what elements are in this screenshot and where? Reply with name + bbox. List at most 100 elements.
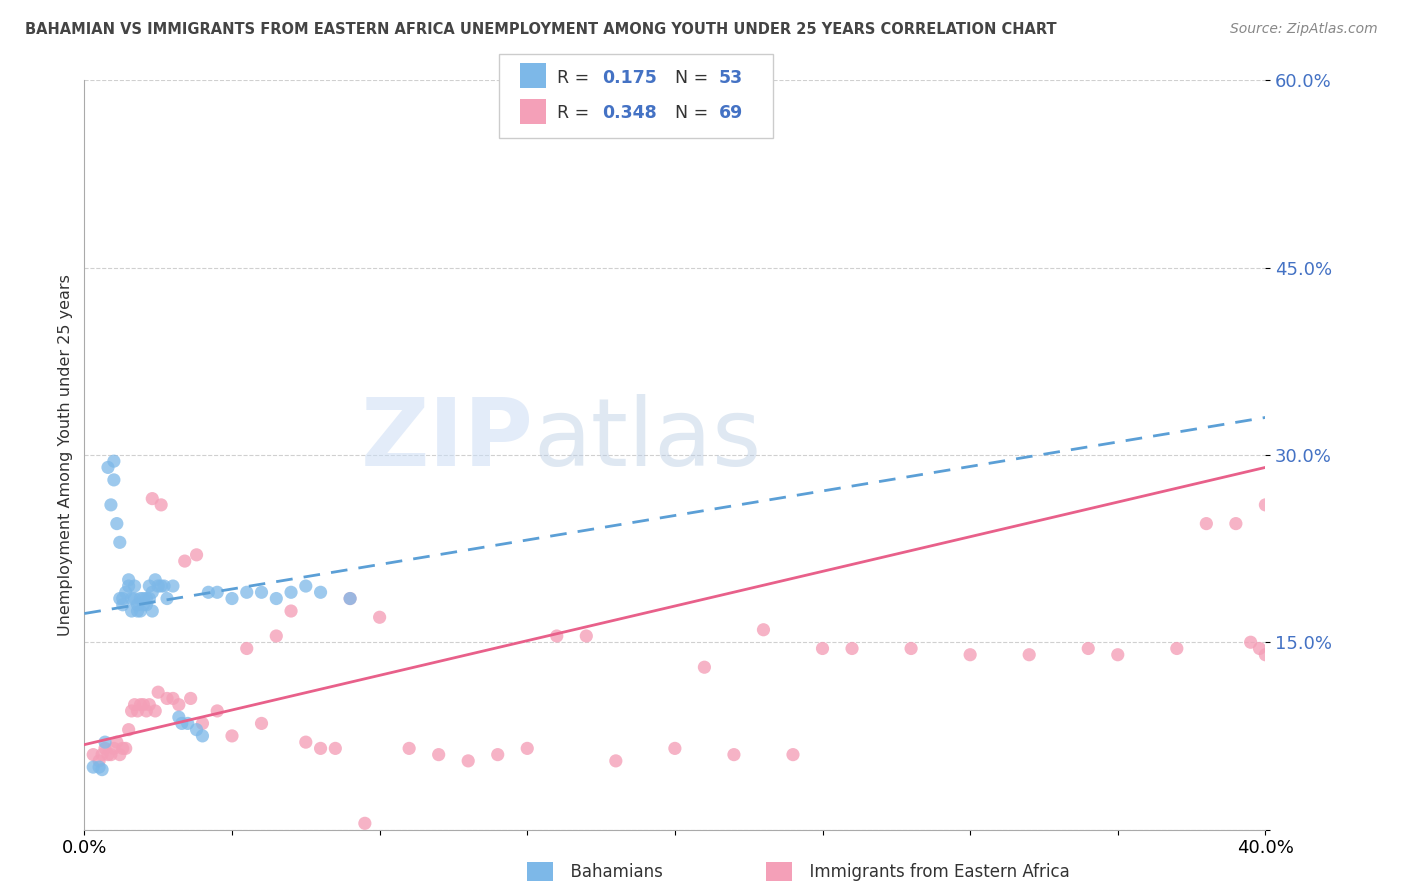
Text: Immigrants from Eastern Africa: Immigrants from Eastern Africa	[799, 863, 1070, 881]
Text: 53: 53	[718, 69, 742, 87]
Point	[173, 554, 195, 568]
Point	[118, 573, 141, 587]
Text: 0.348: 0.348	[602, 104, 657, 122]
Point	[135, 598, 157, 612]
Point	[900, 641, 922, 656]
Point	[605, 754, 627, 768]
Point	[114, 585, 136, 599]
Point	[105, 735, 128, 749]
Point	[782, 747, 804, 762]
Point	[309, 585, 332, 599]
Point	[138, 579, 160, 593]
Point	[309, 741, 332, 756]
Point	[87, 754, 111, 768]
Point	[121, 604, 143, 618]
Point	[236, 585, 259, 599]
Point	[811, 641, 834, 656]
Point	[148, 685, 170, 699]
Point	[100, 498, 122, 512]
Point	[180, 691, 202, 706]
Point	[1249, 641, 1271, 656]
Point	[143, 704, 166, 718]
Point	[129, 604, 152, 618]
Point	[207, 585, 229, 599]
Point	[132, 591, 155, 606]
Point	[1166, 641, 1188, 656]
Point	[132, 698, 155, 712]
Point	[111, 741, 134, 756]
Point	[162, 579, 184, 593]
Point	[546, 629, 568, 643]
Point	[118, 723, 141, 737]
Point	[111, 598, 134, 612]
Point	[250, 716, 273, 731]
Point	[150, 498, 173, 512]
Point	[124, 579, 146, 593]
Point	[108, 591, 131, 606]
Point	[339, 591, 361, 606]
Text: N =: N =	[664, 69, 713, 87]
Point	[103, 473, 125, 487]
Point	[87, 760, 111, 774]
Point	[105, 516, 128, 531]
Point	[150, 579, 173, 593]
Point	[82, 760, 104, 774]
Text: N =: N =	[664, 104, 713, 122]
Point	[148, 579, 170, 593]
Point	[752, 623, 775, 637]
Point	[100, 747, 122, 762]
Point	[138, 591, 160, 606]
Point	[121, 704, 143, 718]
Point	[693, 660, 716, 674]
Point	[167, 698, 190, 712]
Point	[575, 629, 598, 643]
Point	[129, 591, 152, 606]
Point	[97, 460, 120, 475]
Point	[354, 816, 377, 830]
Point	[186, 723, 208, 737]
Point	[191, 716, 214, 731]
Point	[959, 648, 981, 662]
Point	[1240, 635, 1263, 649]
Point	[177, 716, 200, 731]
Point	[186, 548, 208, 562]
Point	[97, 747, 120, 762]
Point	[207, 704, 229, 718]
Point	[121, 591, 143, 606]
Text: R =: R =	[557, 104, 595, 122]
Point	[91, 763, 114, 777]
Point	[664, 741, 686, 756]
Point	[1107, 648, 1129, 662]
Text: 69: 69	[718, 104, 742, 122]
Point	[197, 585, 219, 599]
Point	[103, 454, 125, 468]
Point	[118, 579, 141, 593]
Point	[124, 698, 146, 712]
Point	[108, 747, 131, 762]
Point	[266, 591, 288, 606]
Point	[127, 598, 149, 612]
Point	[156, 691, 179, 706]
Point	[1254, 498, 1277, 512]
Point	[141, 604, 163, 618]
Point	[1254, 648, 1277, 662]
Point	[236, 641, 259, 656]
Point	[295, 735, 318, 749]
Point	[266, 629, 288, 643]
Point	[841, 641, 863, 656]
Text: Bahamians: Bahamians	[560, 863, 662, 881]
Point	[141, 491, 163, 506]
Point	[368, 610, 391, 624]
Text: 0.175: 0.175	[602, 69, 657, 87]
Point	[114, 741, 136, 756]
Point	[457, 754, 479, 768]
Point	[516, 741, 538, 756]
Point	[295, 579, 318, 593]
Text: Source: ZipAtlas.com: Source: ZipAtlas.com	[1230, 22, 1378, 37]
Point	[221, 591, 243, 606]
Point	[1077, 641, 1099, 656]
Point	[138, 698, 160, 712]
Point	[94, 741, 117, 756]
Point	[127, 604, 149, 618]
Point	[162, 691, 184, 706]
